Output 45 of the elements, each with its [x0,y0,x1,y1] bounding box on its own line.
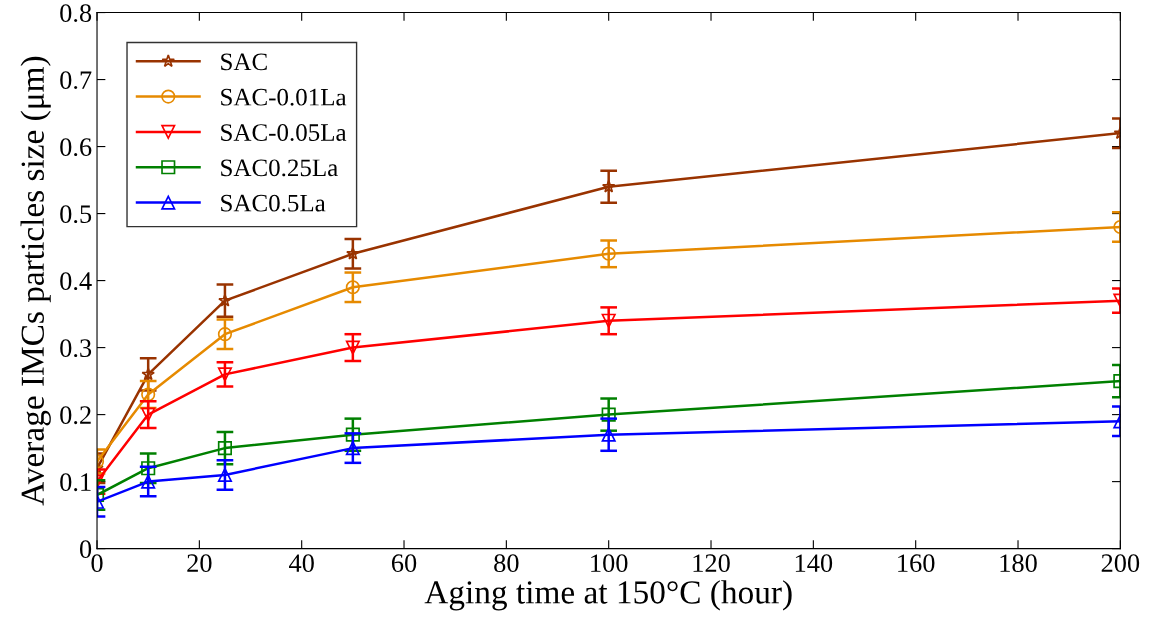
x-tick-label: 180 [1000,554,1037,573]
y-tick-label: 0.8 [60,4,92,23]
legend-label: SAC0.25La [221,159,338,177]
point [345,280,360,295]
point [345,427,360,442]
x-tick-label: 20 [187,554,212,573]
legend-label: SAC [221,53,267,71]
point [346,246,360,260]
y-tick-label: 0.5 [60,205,92,224]
x-tick-label: 40 [289,554,314,573]
point [217,367,233,382]
point [141,461,156,476]
y-tick-label: 0.7 [60,71,92,90]
point [141,367,155,381]
x-tick-label: 120 [693,554,730,573]
y-tick-label: 0.3 [60,339,92,358]
x-tick-label: 60 [391,554,417,573]
x-tick-label: 100 [591,554,628,573]
x-tick-label: 200 [1101,554,1140,573]
point [601,427,616,442]
x-tick-label: 140 [795,554,833,573]
y-tick-label: 0.1 [60,473,91,492]
y-tick-label: 0.6 [60,138,92,157]
legend-label: SAC-0.01La [221,88,347,106]
y-tick-label: 0.4 [60,272,92,291]
point [345,340,360,355]
x-axis-title: Aging time at 150°C (hour) [424,580,792,611]
point [601,407,616,422]
point [141,387,156,402]
y-tick-label: 0.2 [60,406,91,425]
point [601,246,616,261]
point [141,407,156,422]
y-axis-title: Average IMCs particles size (μm) [20,56,51,506]
x-tick-label: 80 [494,554,519,573]
point [217,441,233,456]
point [345,441,360,456]
point [141,474,156,489]
x-tick-label: 160 [898,554,935,573]
legend-label: SAC-0.05La [221,124,347,142]
y-tick-label: 0 [79,540,92,559]
point [217,327,233,342]
point [601,313,616,328]
legend-label: SAC0.5La [221,194,326,212]
point [217,467,233,482]
point [218,293,232,307]
